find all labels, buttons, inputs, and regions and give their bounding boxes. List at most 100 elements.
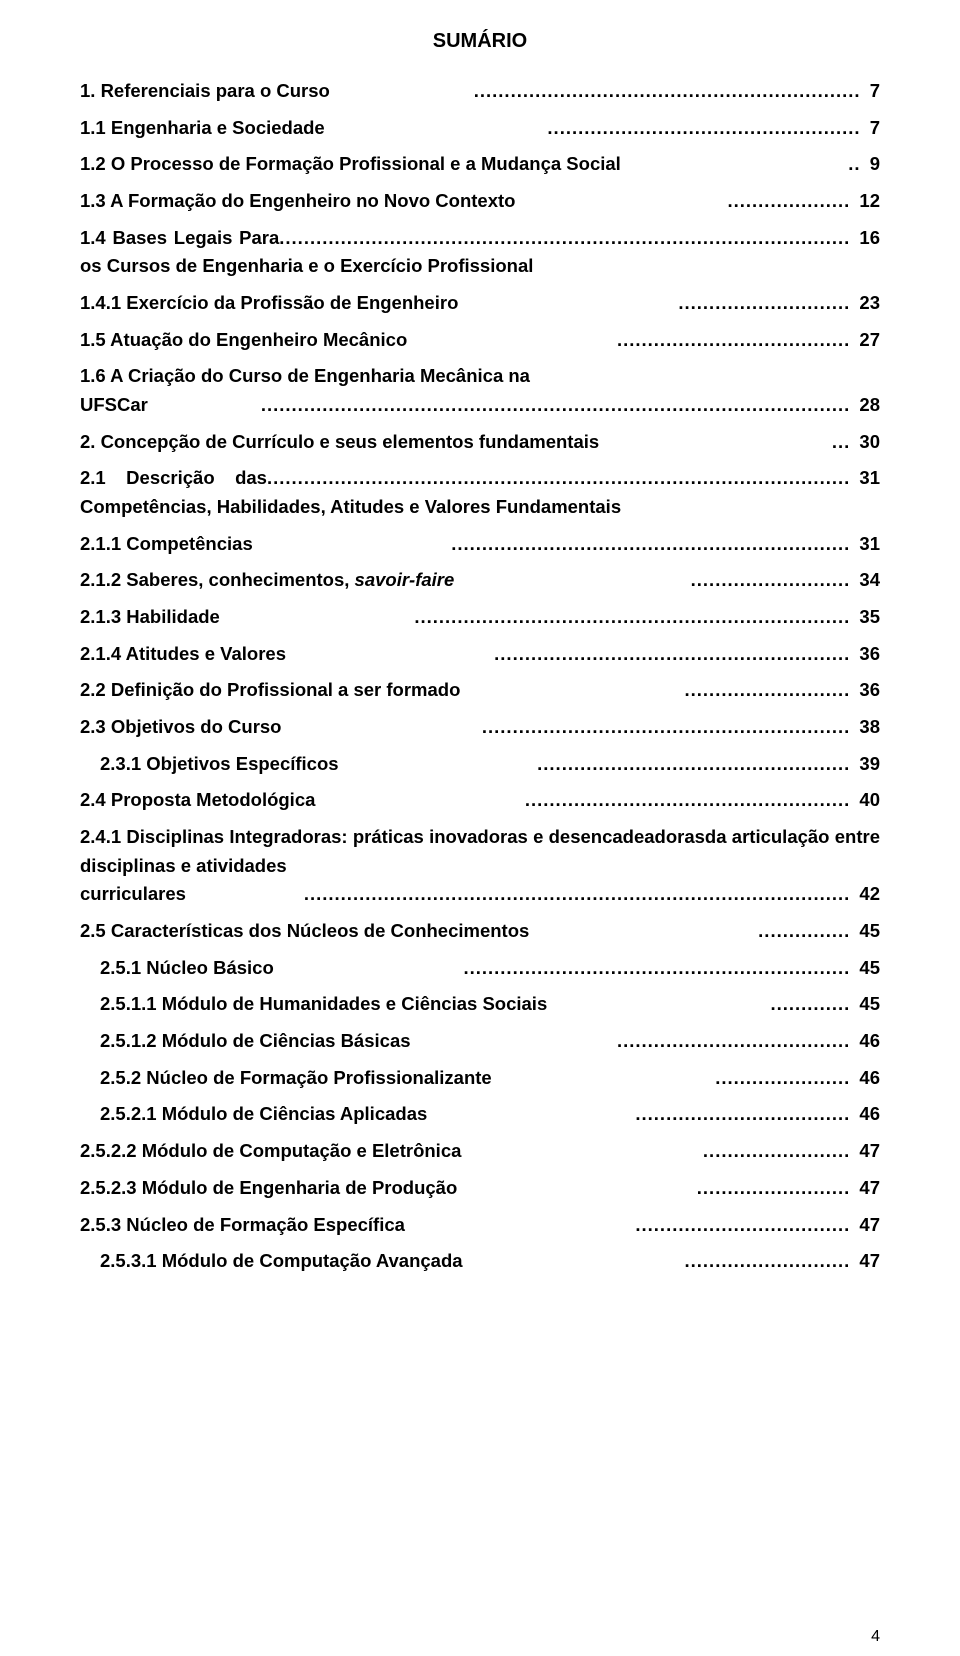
- toc-page-ref: ........................................…: [494, 640, 880, 669]
- toc-dots: ......................: [715, 1067, 850, 1088]
- toc-dots: ...: [832, 431, 850, 452]
- toc-dots: ........................................…: [261, 394, 850, 415]
- toc-page-ref: ........................ 47: [703, 1137, 880, 1166]
- toc-page-ref: .................... 12: [727, 187, 880, 216]
- toc-text: 2.2 Definição do Profissional a ser form…: [80, 679, 460, 700]
- toc-entry: .......................... 34 2.1.2 Saber…: [80, 566, 880, 595]
- toc-entry: ...................... 462.5.2 Núcleo de…: [80, 1064, 880, 1093]
- toc-dots: ......................................: [617, 329, 850, 350]
- sumario-title: SUMÁRIO: [80, 30, 880, 53]
- toc-dots: ........................................…: [537, 753, 850, 774]
- page-number: 4: [871, 1628, 880, 1646]
- toc-page-ref: ... 30: [832, 428, 880, 457]
- toc-text: 2.3.1 Objetivos Específicos: [100, 753, 339, 774]
- toc-page-ref: ........................................…: [451, 530, 880, 559]
- toc-text: 1.6 A Criação do Curso de Engenharia Mec…: [80, 365, 530, 386]
- toc-text: 2.1.1 Competências: [80, 533, 253, 554]
- toc-page-number: 47: [850, 1214, 880, 1235]
- toc-dots: .........................: [697, 1177, 851, 1198]
- toc-page-ref: ......................... 47: [697, 1174, 880, 1203]
- toc-page-ref: ............... 45: [758, 917, 880, 946]
- toc-page-number: 45: [850, 993, 880, 1014]
- toc-text: 1.1 Engenharia e Sociedade: [80, 117, 325, 138]
- toc-text: 2.4 Proposta Metodológica: [80, 789, 315, 810]
- toc-page-number: 16: [850, 227, 880, 248]
- toc-text: 2.5.2.2 Módulo de Computação e Eletrônic…: [80, 1140, 461, 1161]
- toc-dots: ........................................…: [414, 606, 850, 627]
- toc-text: 2.4.1 Disciplinas Integradoras: práticas…: [80, 826, 880, 876]
- toc-dots: ........................: [703, 1140, 850, 1161]
- toc-entry: ........................................…: [80, 530, 880, 559]
- toc-text: 2.1.2 Saberes, conhecimentos, savoir-fai…: [80, 569, 454, 590]
- toc-text: 1.3 A Formação do Engenheiro no Novo Con…: [80, 190, 515, 211]
- toc-dots: ...................................: [635, 1214, 850, 1235]
- toc-entry: ........................................…: [80, 464, 880, 521]
- toc-page-ref: ...................................... 4…: [617, 1027, 880, 1056]
- toc-text: 2.5 Características dos Núcleos de Conhe…: [80, 920, 529, 941]
- toc-dots: ........................................…: [482, 716, 850, 737]
- toc-entry: ........................................…: [80, 77, 880, 106]
- toc-entry: ........................................…: [80, 954, 880, 983]
- toc-page-ref: ............................ 23: [678, 289, 880, 318]
- toc-page-ref: .......................... 34: [691, 566, 880, 595]
- toc-entry: ........................................…: [80, 786, 880, 815]
- toc-page-ref: ........................................…: [474, 77, 880, 106]
- toc-page-ref: ........................................…: [482, 713, 880, 742]
- toc-text: 2.5.2 Núcleo de Formação Profissionaliza…: [100, 1067, 492, 1088]
- toc-page-number: 38: [850, 716, 880, 737]
- toc-entry: ............. 452.5.1.1 Módulo de Humani…: [80, 990, 880, 1019]
- toc-text: 2.5.2.1 Módulo de Ciências Aplicadas: [100, 1103, 427, 1124]
- toc-text-tail: UFSCar: [80, 394, 148, 415]
- toc-text: 2.5.1.2 Módulo de Ciências Básicas: [100, 1030, 411, 1051]
- toc-entry: 2.4.1 Disciplinas Integradoras: práticas…: [80, 823, 880, 909]
- toc-page-number: 34: [850, 569, 880, 590]
- toc-page-number: 47: [850, 1140, 880, 1161]
- toc-entry: ........................................…: [80, 114, 880, 143]
- toc-page-number: 36: [850, 643, 880, 664]
- toc-entry: ........................................…: [80, 713, 880, 742]
- toc-page-number: 7: [861, 117, 880, 138]
- toc-dots: ....................: [727, 190, 850, 211]
- toc-text-tail: curriculares: [80, 883, 186, 904]
- toc-page-number: 35: [850, 606, 880, 627]
- toc-entry: ........................... 362.2 Defini…: [80, 676, 880, 705]
- toc-text: 2.1.3 Habilidade: [80, 606, 220, 627]
- toc-page-number: 12: [850, 190, 880, 211]
- toc-text: 2.3 Objetivos do Curso: [80, 716, 282, 737]
- toc-dots: ...............: [758, 920, 850, 941]
- toc-dots: .............: [770, 993, 850, 1014]
- toc-page-ref: ........................... 47: [685, 1247, 881, 1276]
- toc-text: 2.5.3 Núcleo de Formação Específica: [80, 1214, 405, 1235]
- toc-page-number: 23: [850, 292, 880, 313]
- toc-page-ref: ........................................…: [304, 880, 880, 909]
- toc-dots: ..........................: [691, 569, 851, 590]
- toc-entry: 1.6 A Criação do Curso de Engenharia Mec…: [80, 362, 880, 419]
- toc-dots: ............................: [678, 292, 850, 313]
- toc-entry: .................... 12 1.3 A Formação do…: [80, 187, 880, 216]
- toc-page-number: 47: [850, 1177, 880, 1198]
- toc-entry: ... 302. Concepção de Currículo e seus e…: [80, 428, 880, 457]
- toc-page-number: 47: [850, 1250, 880, 1271]
- toc-entry: ...................................... 2…: [80, 326, 880, 355]
- toc-entry: ........................... 472.5.3.1 Mó…: [80, 1247, 880, 1276]
- toc-dots: ........................................…: [451, 533, 850, 554]
- toc-entry: ............................ 231.4.1 Exe…: [80, 289, 880, 318]
- toc-page-number: 42: [850, 883, 880, 904]
- toc-page-number: 9: [861, 153, 880, 174]
- toc-page-number: 30: [850, 431, 880, 452]
- toc-page-number: 39: [850, 753, 880, 774]
- toc-entry: ................................... 462.…: [80, 1100, 880, 1129]
- toc-page-number: 28: [850, 394, 880, 415]
- toc-entry: ........................................…: [80, 750, 880, 779]
- toc-dots: ..: [848, 153, 860, 174]
- toc-page-ref: ........................................…: [463, 954, 880, 983]
- toc-page-number: 36: [850, 679, 880, 700]
- toc-dots: ........................................…: [267, 467, 850, 488]
- toc-dots: ........................................…: [547, 117, 860, 138]
- toc-page-ref: ........................................…: [414, 603, 880, 632]
- toc-dots: ........................................…: [463, 957, 850, 978]
- toc-page-number: 27: [850, 329, 880, 350]
- toc-page-number: 7: [861, 80, 880, 101]
- toc-page-number: 31: [850, 467, 880, 488]
- toc-page-number: 31: [850, 533, 880, 554]
